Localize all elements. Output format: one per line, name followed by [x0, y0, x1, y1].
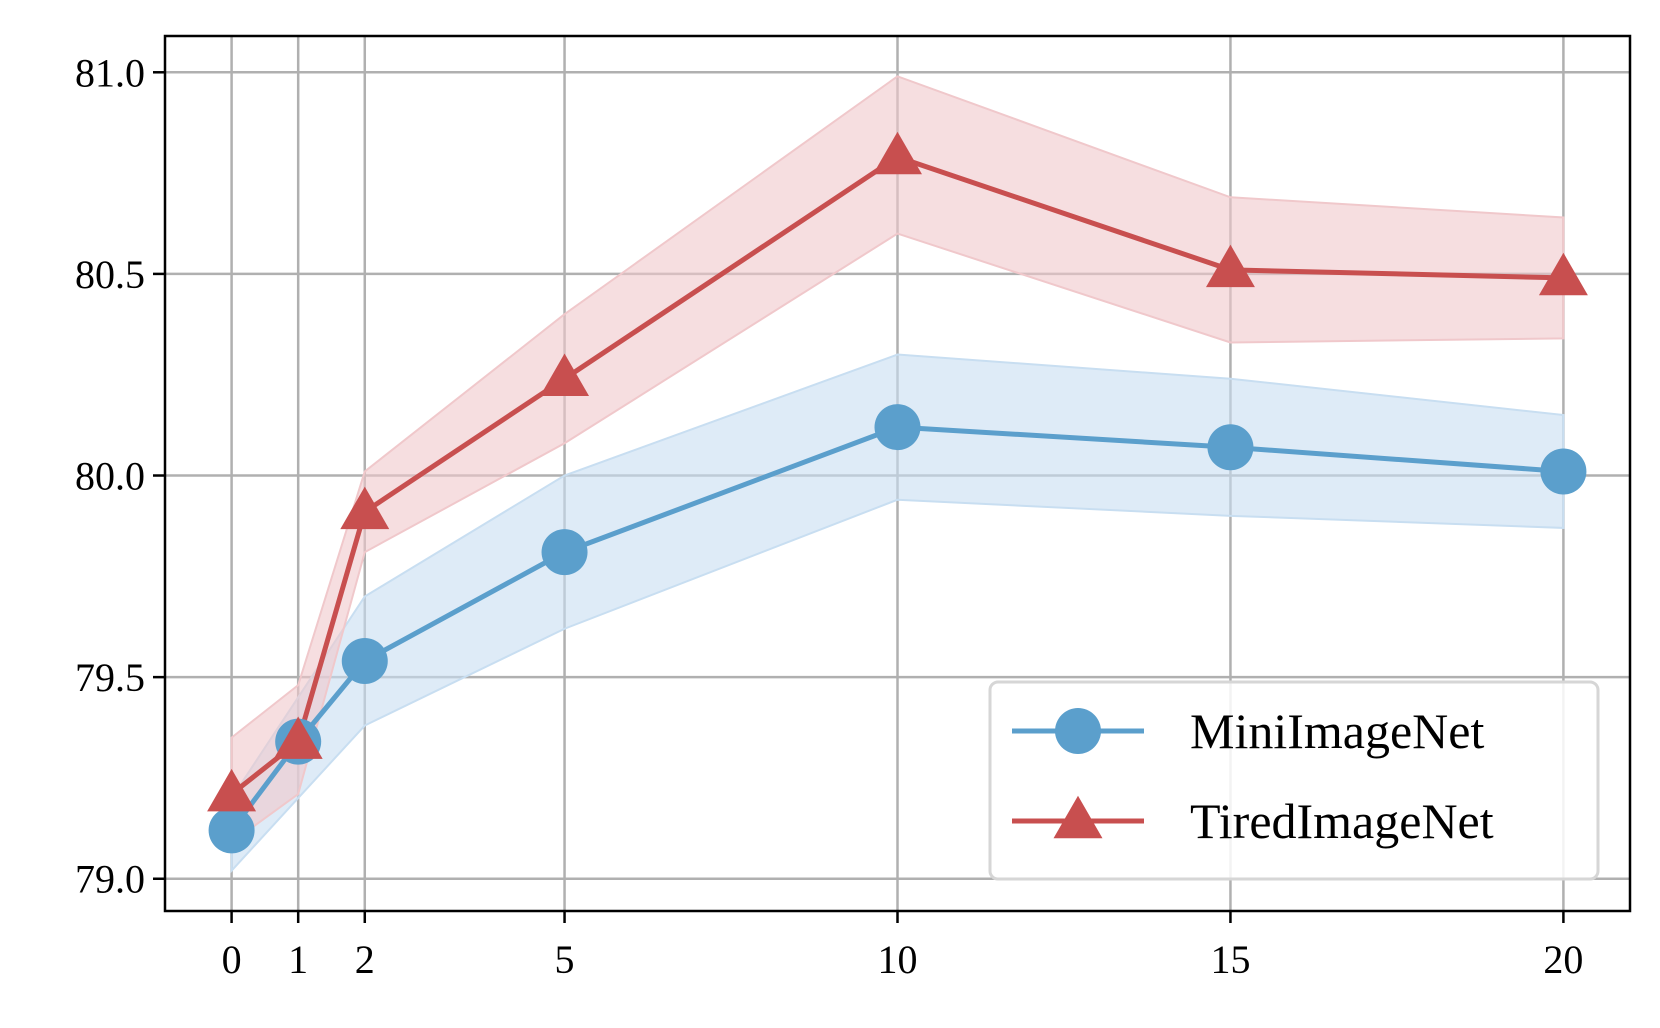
legend-label: MiniImageNet	[1190, 703, 1484, 759]
x-tick-label: 20	[1543, 937, 1583, 982]
x-tick-label: 5	[555, 937, 575, 982]
x-tick-label: 15	[1210, 937, 1250, 982]
data-point-miniimagenet	[874, 404, 921, 451]
legend-item-miniimagenet: MiniImageNet	[1012, 703, 1484, 759]
data-point-miniimagenet	[541, 529, 588, 576]
x-tick-label: 1	[288, 937, 308, 982]
legend-item-tiredimagenet: TiredImageNet	[1012, 793, 1494, 849]
legend-label: TiredImageNet	[1190, 793, 1494, 849]
y-tick-label: 79.5	[75, 655, 145, 700]
data-point-tiredimagenet	[873, 131, 922, 175]
data-point-tiredimagenet	[207, 768, 257, 812]
data-point-tiredimagenet	[1205, 244, 1255, 288]
confidence-band-miniimagenet	[230, 353, 1565, 874]
data-point-miniimagenet	[1207, 424, 1254, 471]
x-axis: 0 1 2 5 10 15 20	[222, 911, 1583, 982]
x-tick-label: 2	[355, 937, 375, 982]
data-point-tiredimagenet	[1538, 252, 1588, 296]
legend: MiniImageNet TiredImageNet	[988, 680, 1600, 881]
series-markers	[207, 131, 1588, 854]
legend-marker	[1055, 708, 1101, 754]
y-tick-label: 79.0	[75, 857, 145, 902]
data-point-miniimagenet	[341, 638, 388, 684]
data-point-tiredimagenet	[273, 716, 323, 759]
data-point-miniimagenet	[208, 807, 255, 854]
y-tick-label: 80.0	[75, 454, 145, 499]
data-point-tiredimagenet	[540, 353, 590, 397]
y-tick-label: 81.0	[75, 50, 145, 95]
data-point-miniimagenet	[1540, 448, 1587, 495]
x-tick-label: 10	[878, 937, 918, 982]
y-axis: 79.0 79.5 80.0 80.5 81.0	[75, 50, 165, 902]
data-point-tiredimagenet	[340, 486, 390, 530]
legend-marker	[1053, 795, 1103, 839]
x-tick-label: 0	[222, 937, 242, 982]
y-tick-label: 80.5	[75, 252, 145, 297]
